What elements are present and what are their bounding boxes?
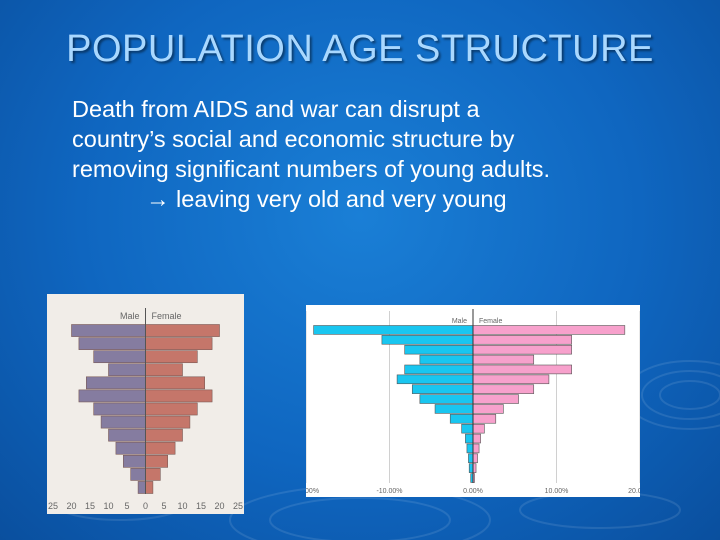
legend-male: Male (452, 318, 467, 325)
tick-label: 15 (196, 501, 206, 511)
bar-female (472, 335, 572, 345)
tick-label: 25 (233, 501, 243, 511)
bar-male (78, 337, 146, 350)
tick-label: 20 (214, 501, 224, 511)
bar-male (71, 324, 146, 337)
body-line-3: removing significant numbers of young ad… (72, 156, 551, 182)
tick-label: 20.00% (628, 488, 640, 495)
bar-male (115, 441, 146, 455)
bar-female (145, 376, 206, 390)
bar-female (145, 454, 169, 468)
bar-female (472, 364, 572, 375)
bar-male (404, 344, 474, 355)
bar-male (466, 443, 474, 454)
bar-male (419, 394, 474, 404)
bar-female (472, 384, 535, 394)
bar-male (434, 404, 474, 414)
legend-male: Male (120, 311, 140, 321)
pyramid-1-svg: Male Female 25 20 15 10 5 0 5 10 15 20 25 (48, 308, 243, 511)
bar-female (472, 404, 504, 414)
bar-female (145, 468, 161, 481)
bar-female (145, 428, 183, 442)
bar-male (313, 325, 474, 335)
bar-male (468, 463, 474, 473)
tick-label: -20.00% (306, 488, 319, 495)
bar-male (108, 363, 146, 377)
bar-female (472, 344, 572, 355)
body-line-1: Death from AIDS and war can disrupt a (72, 96, 480, 122)
tick-label: 10.00% (545, 488, 569, 495)
slide-title: POPULATION AGE STRUCTURE (66, 28, 654, 70)
population-pyramid-2: Male Female -20.00% -10.00% 0.00% 10.00% 20.00… (293, 305, 652, 497)
bar-female (472, 453, 478, 464)
tick-label: 5 (124, 501, 129, 511)
bar-male (411, 384, 474, 394)
bar-female (145, 337, 213, 350)
bar-female (145, 324, 220, 337)
bar-female (472, 433, 481, 444)
bar-female (145, 389, 213, 403)
bar-male (419, 354, 474, 365)
bar-female (145, 350, 198, 364)
bar-male (100, 415, 146, 429)
tick-label: 10 (103, 501, 113, 511)
bar-female (472, 325, 626, 335)
bar-female (145, 415, 191, 429)
bar-male (449, 414, 474, 424)
tick-label: -10.00% (376, 488, 402, 495)
legend-female: Female (152, 311, 182, 321)
bar-female (145, 402, 198, 416)
tick-label: 25 (48, 501, 58, 511)
bar-male (93, 402, 146, 416)
bar-female (472, 423, 485, 434)
tick-label: 0 (143, 501, 148, 511)
bar-male (85, 376, 146, 390)
bar-male (381, 335, 474, 345)
tick-label: 10 (177, 501, 187, 511)
bar-female (472, 374, 550, 385)
bar-female (145, 481, 154, 494)
bar-female (472, 414, 497, 424)
tick-label: 20 (66, 501, 76, 511)
bar-male (465, 433, 474, 444)
body-line-4: → leaving very old and very young (146, 186, 507, 212)
body-line-2: country’s social and economic structure … (72, 126, 515, 152)
population-pyramid-1: Male Female 25 20 15 10 5 0 5 10 15 20 25 (47, 294, 244, 514)
bar-male (137, 481, 146, 494)
bar-male (461, 423, 474, 434)
bar-male (108, 428, 146, 442)
bar-female (472, 394, 519, 404)
bar-male (78, 389, 146, 403)
tick-label: 15 (85, 501, 95, 511)
tick-label: 5 (161, 501, 166, 511)
bar-male (404, 364, 474, 375)
bar-male (396, 374, 474, 385)
tick-label: 0.00% (463, 488, 483, 495)
bar-male (468, 453, 474, 464)
bar-female (145, 363, 183, 377)
legend-female: Female (479, 318, 502, 325)
bar-male (130, 468, 146, 481)
bar-female (472, 443, 480, 454)
bar-male (93, 350, 146, 364)
bar-male (123, 454, 146, 468)
bar-female (472, 354, 535, 365)
slide-body: Death from AIDS and war can disrupt a co… (72, 94, 692, 214)
bar-female (145, 441, 176, 455)
pyramid-2-svg: Male Female -20.00% -10.00% 0.00% 10.00% 20.00… (293, 309, 652, 495)
